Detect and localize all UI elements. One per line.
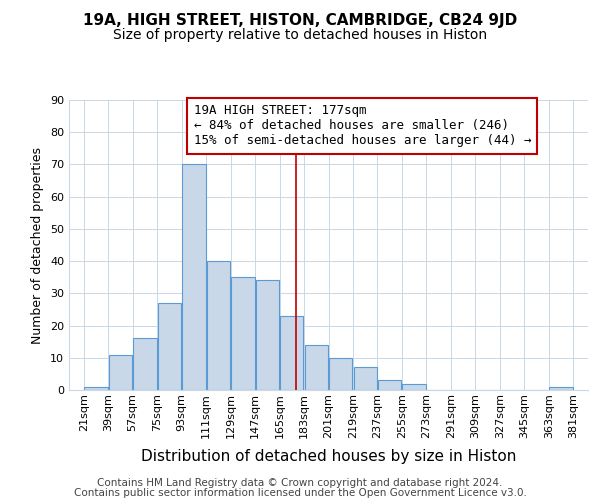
X-axis label: Distribution of detached houses by size in Histon: Distribution of detached houses by size … [141,449,516,464]
Bar [256,280,279,390]
Text: 19A, HIGH STREET, HISTON, CAMBRIDGE, CB24 9JD: 19A, HIGH STREET, HISTON, CAMBRIDGE, CB2… [83,12,517,28]
Bar [133,338,157,390]
Bar [353,368,377,390]
Y-axis label: Number of detached properties: Number of detached properties [31,146,44,344]
Text: Contains public sector information licensed under the Open Government Licence v3: Contains public sector information licen… [74,488,526,498]
Bar [182,164,206,390]
Bar [206,261,230,390]
Bar [329,358,352,390]
Bar [403,384,426,390]
Bar [280,316,304,390]
Text: 19A HIGH STREET: 177sqm
← 84% of detached houses are smaller (246)
15% of semi-d: 19A HIGH STREET: 177sqm ← 84% of detache… [194,104,531,148]
Bar [550,387,573,390]
Text: Contains HM Land Registry data © Crown copyright and database right 2024.: Contains HM Land Registry data © Crown c… [97,478,503,488]
Text: Size of property relative to detached houses in Histon: Size of property relative to detached ho… [113,28,487,42]
Bar [84,387,107,390]
Bar [158,303,181,390]
Bar [305,345,328,390]
Bar [231,277,254,390]
Bar [378,380,401,390]
Bar [109,354,132,390]
